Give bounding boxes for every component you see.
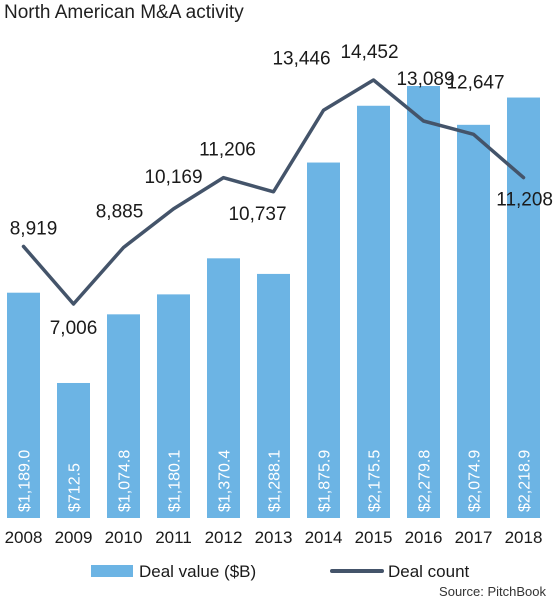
bar-label-2018: $2,218.9 (517, 450, 534, 512)
x-tick-2014: 2014 (305, 528, 343, 547)
bar-2009 (57, 382, 90, 518)
bar-2012 (207, 258, 240, 518)
bar-label-2016: $2,279.8 (417, 450, 434, 512)
deal-count-line (21, 78, 526, 306)
bar-2010 (107, 314, 140, 518)
legend: Deal value ($B) Deal count (91, 562, 470, 581)
source-note: Source: PitchBook (439, 584, 546, 599)
count-label-2017: 12,647 (446, 72, 504, 93)
bar-2016 (407, 86, 440, 518)
legend-label-deal-count: Deal count (388, 562, 470, 581)
bar-label-2011: $1,180.1 (167, 450, 184, 512)
line-series-deal-count (21, 78, 526, 306)
x-tick-2018: 2018 (505, 528, 543, 547)
bar-label-2015: $2,175.5 (367, 450, 384, 512)
bar-label-2013: $1,288.1 (267, 450, 284, 512)
count-label-2008: 8,919 (10, 218, 58, 239)
bar-label-2012: $1,370.4 (217, 450, 234, 512)
bar-2013 (257, 273, 290, 518)
count-label-2012: 11,206 (199, 140, 256, 161)
bar-2008 (7, 292, 40, 518)
x-tick-2017: 2017 (455, 528, 493, 547)
x-tick-2015: 2015 (355, 528, 393, 547)
x-tick-2013: 2013 (255, 528, 293, 547)
bar-label-2010: $1,074.8 (117, 450, 134, 512)
bar-2015 (357, 105, 390, 518)
count-label-2014: 13,446 (272, 48, 330, 69)
bar-2014 (307, 162, 340, 518)
x-tick-2012: 2012 (205, 528, 243, 547)
x-tick-2009: 2009 (55, 528, 93, 547)
x-tick-2010: 2010 (105, 528, 143, 547)
bar-value-labels: $1,189.0 $712.5 $1,074.8 $1,180.1 $1,370.4 $1… (17, 450, 534, 512)
x-tick-2008: 2008 (5, 528, 43, 547)
bar-series-deal-value (7, 86, 540, 518)
bar-label-2009: $712.5 (67, 463, 84, 512)
count-label-2018: 11,208 (496, 190, 553, 211)
x-tick-2011: 2011 (155, 528, 192, 547)
legend-label-deal-value: Deal value ($B) (139, 562, 256, 581)
bar-label-2008: $1,189.0 (17, 450, 34, 512)
bar-label-2014: $1,875.9 (317, 450, 334, 512)
x-tick-2016: 2016 (405, 528, 443, 547)
bar-label-2017: $2,074.9 (467, 450, 484, 512)
legend-swatch-deal-value (91, 565, 133, 577)
count-label-2010: 8,885 (96, 201, 144, 222)
count-label-2013: 10,737 (228, 204, 286, 225)
count-label-2011: 10,169 (144, 167, 202, 188)
bar-2017 (457, 124, 490, 518)
bar-2011 (157, 294, 190, 518)
chart-title: North American M&A activity (4, 2, 244, 23)
count-label-2016: 13,089 (396, 69, 454, 90)
count-label-2015: 14,452 (340, 42, 398, 63)
x-axis: 2008 2009 2010 2011 2012 2013 2014 2015 2016 2017… (5, 528, 543, 547)
count-label-2009: 7,006 (50, 318, 98, 339)
